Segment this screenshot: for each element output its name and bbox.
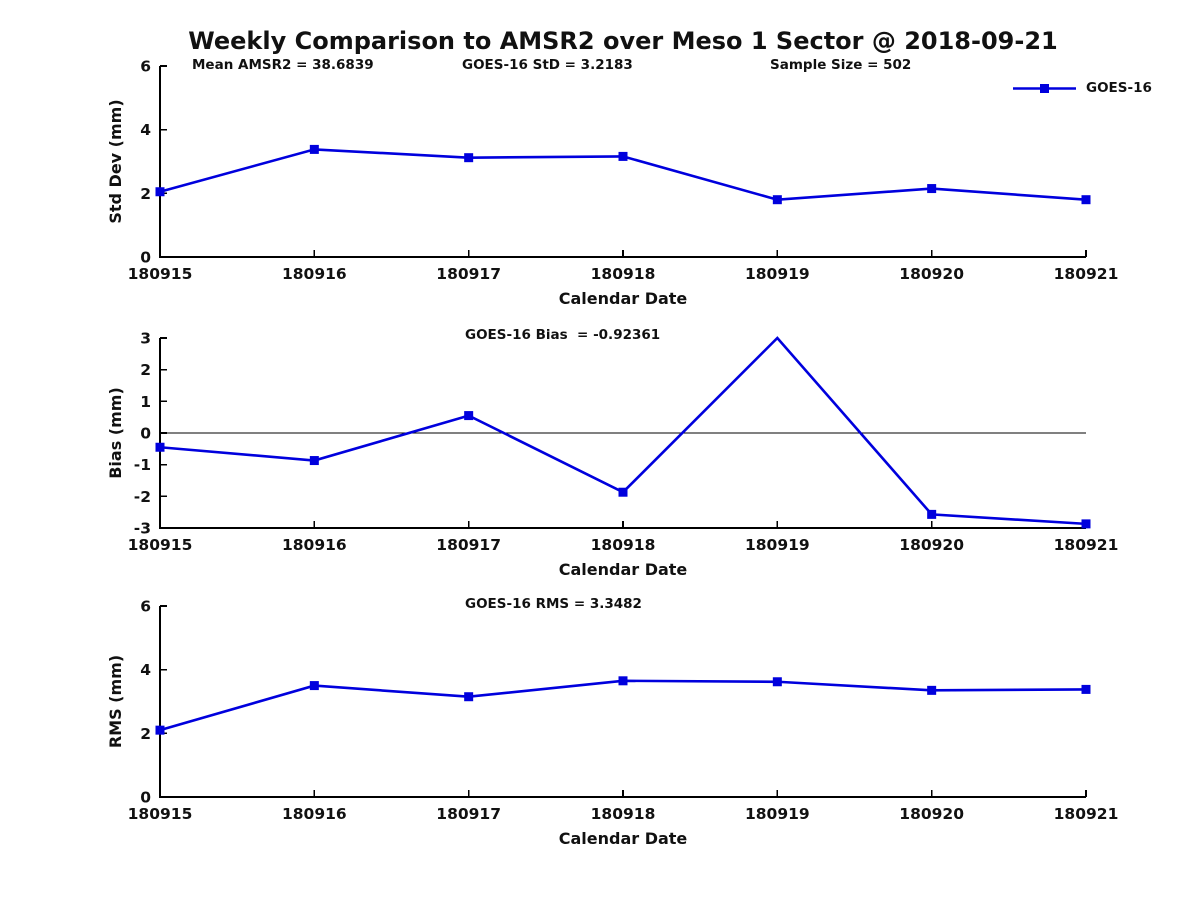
data-point-marker — [155, 442, 165, 452]
x-tick-label: 180921 — [1054, 265, 1119, 283]
data-point-marker — [772, 195, 782, 205]
y-tick-label: 2 — [140, 185, 151, 203]
chart-rms: 0 2 4 6 180915 180916 180917 180918 180919 180920… — [106, 598, 1118, 849]
data-point-marker — [772, 677, 782, 687]
y-tick-label: 6 — [140, 58, 151, 76]
y-tick-label: 0 — [140, 249, 151, 267]
data-point-marker — [618, 151, 628, 161]
x-tick-label: 180918 — [591, 805, 656, 823]
y-tick-label: -2 — [134, 488, 151, 506]
data-point-marker — [309, 144, 319, 154]
x-tick-label: 180916 — [282, 805, 347, 823]
data-point-marker — [155, 725, 165, 735]
x-tick-label: 180920 — [899, 536, 964, 554]
x-tick-label: 180915 — [128, 805, 193, 823]
data-point-marker — [309, 456, 319, 466]
x-axis-label: Calendar Date — [559, 829, 688, 848]
x-tick-label: 180918 — [591, 536, 656, 554]
data-point-marker — [618, 487, 628, 497]
data-point-marker — [464, 692, 474, 702]
x-tick-label: 180921 — [1054, 805, 1119, 823]
x-tick-label: 180917 — [436, 805, 501, 823]
x-tick-label: 180919 — [745, 536, 810, 554]
data-point-marker — [464, 153, 474, 163]
y-axis-label: Std Dev (mm) — [106, 99, 125, 223]
legend-label: GOES-16 — [1086, 80, 1152, 96]
x-tick-label: 180915 — [128, 536, 193, 554]
x-tick-label: 180921 — [1054, 536, 1119, 554]
data-point-marker — [464, 411, 474, 421]
x-tick-label: 180917 — [436, 536, 501, 554]
legend-line-marker-icon — [1013, 83, 1076, 93]
figure-title: Weekly Comparison to AMSR2 over Meso 1 S… — [188, 27, 1058, 55]
y-axis-label: Bias (mm) — [106, 387, 125, 479]
y-tick-label: 2 — [140, 361, 151, 379]
x-tick-label: 180918 — [591, 265, 656, 283]
x-tick-label: 180915 — [128, 265, 193, 283]
y-tick-label: 2 — [140, 725, 151, 743]
data-point-marker — [927, 184, 937, 194]
y-tick-label: -1 — [134, 456, 151, 474]
chart-bias: -3 -2 -1 0 1 2 3 180915 180916 180917 180918 180919… — [106, 330, 1118, 580]
data-point-marker — [309, 681, 319, 691]
y-axis-label: RMS (mm) — [106, 655, 125, 748]
data-point-marker — [927, 509, 937, 519]
data-point-marker — [1081, 684, 1091, 694]
data-point-marker — [155, 187, 165, 197]
rms-subtitle: GOES-16 RMS = 3.3482 — [465, 596, 642, 612]
series-line — [159, 679, 1087, 732]
x-axis-label: Calendar Date — [559, 289, 688, 308]
data-point-marker — [618, 676, 628, 686]
data-point-marker — [1081, 195, 1091, 205]
y-tick-label: -3 — [134, 520, 151, 538]
y-tick-label: 6 — [140, 598, 151, 616]
legend: GOES-16 — [1012, 80, 1152, 96]
x-axis-label: Calendar Date — [559, 560, 688, 579]
bias-subtitle: GOES-16 Bias = -0.92361 — [465, 327, 661, 343]
legend-marker — [1040, 83, 1049, 93]
x-tick-label: 180919 — [745, 265, 810, 283]
data-point-marker — [927, 685, 937, 695]
x-tick-label: 180920 — [899, 805, 964, 823]
y-tick-label: 1 — [140, 393, 151, 411]
y-tick-label: 4 — [140, 121, 151, 139]
chart-std-dev: 0 2 4 6 180915 180916 180917 180918 180919 180920… — [106, 58, 1118, 309]
y-tick-label: 4 — [140, 661, 151, 679]
x-tick-label: 180917 — [436, 265, 501, 283]
data-point-marker — [1081, 519, 1091, 529]
stat-sample-size: Sample Size = 502 — [770, 57, 912, 73]
y-tick-label: 3 — [140, 330, 151, 348]
stat-mean-amsr2: Mean AMSR2 = 38.6839 — [192, 57, 374, 73]
x-tick-label: 180919 — [745, 805, 810, 823]
x-tick-label: 180916 — [282, 265, 347, 283]
x-tick-label: 180920 — [899, 265, 964, 283]
y-tick-label: 0 — [140, 789, 151, 807]
y-tick-label: 0 — [140, 425, 151, 443]
stat-goes16-std: GOES-16 StD = 3.2183 — [462, 57, 633, 73]
x-tick-label: 180916 — [282, 536, 347, 554]
